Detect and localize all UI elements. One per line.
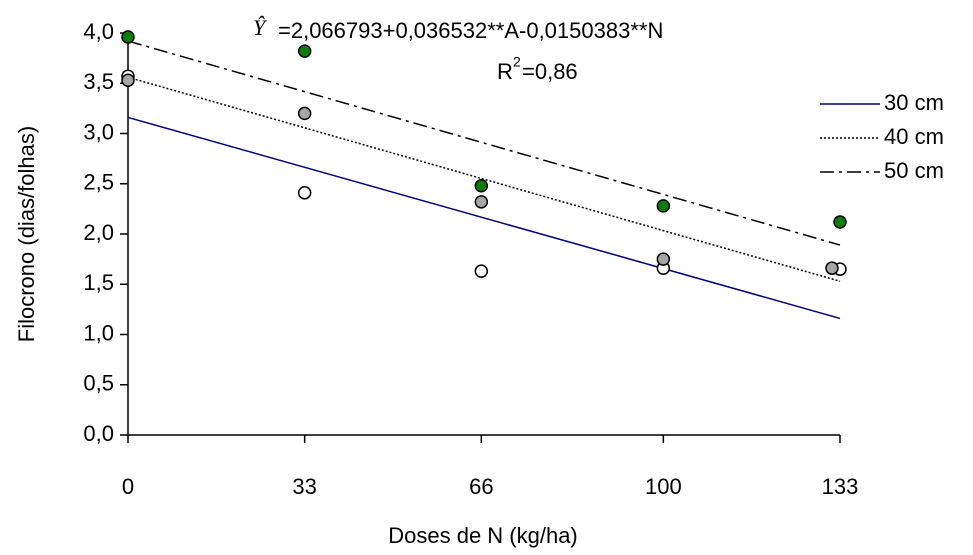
y-tick-label: 1,5 xyxy=(83,270,114,295)
x-tick-label: 133 xyxy=(822,474,859,499)
fit-line xyxy=(127,76,841,282)
point xyxy=(833,215,847,229)
x-tick-label: 33 xyxy=(292,474,316,499)
r2-value: =0,86 xyxy=(522,59,578,84)
y-tick-label: 3,5 xyxy=(83,69,114,94)
x-tick-label: 0 xyxy=(122,474,134,499)
fit-line xyxy=(127,116,841,320)
y-tick-label: 3,0 xyxy=(83,119,114,144)
point xyxy=(825,261,839,275)
y-tick-label: 1,0 xyxy=(83,320,114,345)
x-axis-label: Doses de N (kg/ha) xyxy=(388,523,578,548)
y-tick-label: 0,0 xyxy=(83,421,114,446)
legend-label: 40 cm xyxy=(884,124,944,149)
y-tick-label: 0,5 xyxy=(83,371,114,396)
point xyxy=(297,106,312,121)
point xyxy=(656,199,671,213)
r2-label: R xyxy=(497,59,513,84)
y-tick-label: 4,0 xyxy=(83,19,114,44)
equation: =2,066793+0,036532**A-0,0150383**N xyxy=(278,18,663,43)
point xyxy=(121,30,135,44)
point xyxy=(297,44,312,58)
y-axis-label: Filocrono (dias/folhas) xyxy=(14,126,39,342)
x-tick-label: 100 xyxy=(645,474,682,499)
point xyxy=(474,195,489,209)
fit-line xyxy=(127,40,841,246)
point xyxy=(474,179,489,193)
point xyxy=(297,186,312,200)
point xyxy=(474,264,489,278)
point xyxy=(121,73,135,87)
equation-symbol: Ŷ xyxy=(253,15,268,40)
legend-label: 30 cm xyxy=(884,90,944,115)
point xyxy=(656,252,671,266)
legend-label: 50 cm xyxy=(884,158,944,183)
x-tick-label: 66 xyxy=(469,474,493,499)
r2-sup: 2 xyxy=(513,54,521,70)
y-tick-label: 2,5 xyxy=(83,170,114,195)
y-tick-label: 2,0 xyxy=(83,220,114,245)
